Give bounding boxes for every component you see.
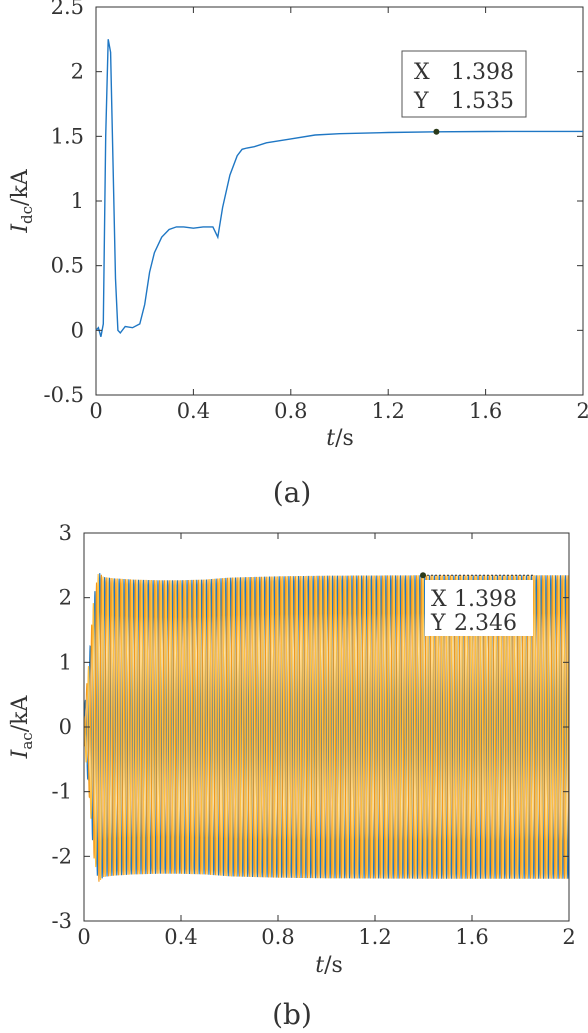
y-tick-label: 0 [71,318,84,342]
y-tick-label: -2 [52,844,72,868]
datatip-marker-a [433,128,440,135]
y-tick-label: 1 [59,650,72,674]
panel-label-a: (a) [273,476,312,509]
y-tick-label: 1.5 [51,124,84,148]
y-axis-label-a: Idc/kA [8,168,36,233]
y-ticks-b: 3 2 1 0 -1 -2 -3 [52,521,569,933]
x-ticks-a: 0 0.4 0.8 1.2 1.6 2 [89,7,588,423]
datatip-box-a [401,50,527,118]
y-tick-label: 2 [59,586,72,610]
datatip-y-label-a: Y [413,89,429,114]
y-tick-label: 2 [71,60,84,84]
series-line-idc [95,39,583,337]
x-tick-label: 1.2 [371,399,404,423]
x-tick-label: 0.4 [177,399,210,423]
x-tick-label: 0 [77,925,90,949]
x-tick-label: 0.8 [261,925,294,949]
datatip-x-label-b: X [431,587,447,612]
y-tick-label: 1 [71,189,84,213]
y-axis-label-b: Iac/kA [8,695,36,760]
x-tick-label: 0.4 [164,925,197,949]
y-tick-label: 3 [59,521,72,545]
series-line-iac-c [84,573,569,881]
x-tick-label: 0 [89,399,102,423]
datatip-y-value-a: 1.535 [451,89,514,114]
datatip-y-label-b: Y [430,611,446,636]
series-line-iac-b [84,574,569,882]
x-tick-label: 1.2 [358,925,391,949]
chart-b: 0 0.4 0.8 1.2 1.6 2 3 2 1 0 -1 -2 -3 X 1.398 Y 2.34… [8,521,576,1031]
datatip-x-value-b: 1.398 [454,587,517,612]
x-tick-label: 1.6 [469,399,502,423]
datatip-marker-b [420,572,427,579]
x-tick-label: 2 [562,925,575,949]
datatip-x-label-a: X [414,60,430,85]
x-axis-label-b: t/s [315,953,343,978]
x-ticks-b: 0 0.4 0.8 1.2 1.6 2 [77,533,576,949]
y-tick-label: -0.5 [44,383,85,407]
y-tick-label: 0 [59,715,72,739]
y-tick-label: 0.5 [51,254,84,278]
x-tick-label: 2 [576,399,588,423]
y-tick-label: -3 [52,909,72,933]
panel-label-b: (b) [272,998,312,1031]
datatip-y-value-b: 2.346 [454,611,517,636]
datatip-box-b [425,580,533,636]
y-ticks-a: 2.5 2 1.5 1 0.5 0 -0.5 [44,0,583,407]
chart-a: 0 0.4 0.8 1.2 1.6 2 2.521.510.50-0.5 X 1.398 … [8,0,588,509]
x-tick-label: 1.6 [455,925,488,949]
x-tick-label: 0.8 [274,399,307,423]
datatip-x-value-a: 1.398 [451,60,514,85]
y-tick-label: -1 [52,780,72,804]
x-axis-label-a: t/s [326,426,354,451]
y-tick-label: 2.5 [51,0,84,19]
